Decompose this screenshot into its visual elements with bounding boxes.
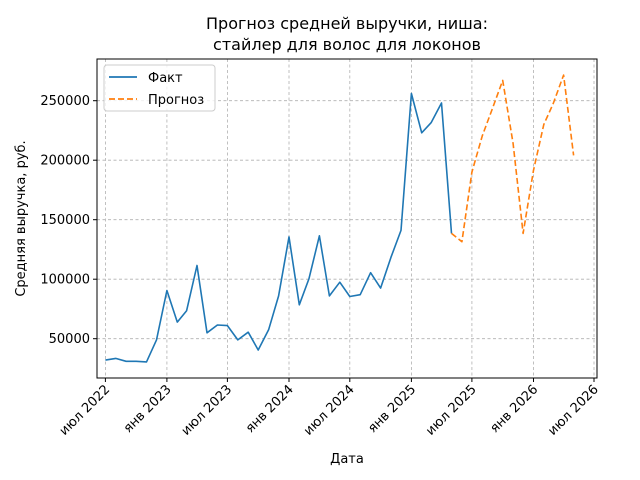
plot-frame [96, 58, 598, 379]
series-line-fact [105, 92, 453, 363]
y-tick-label: 200000 [40, 154, 90, 169]
data-point [562, 74, 564, 76]
data-point [421, 132, 423, 134]
data-point [277, 295, 279, 297]
data-point [543, 123, 545, 125]
data-point [532, 169, 534, 171]
data-point [185, 310, 187, 312]
data-point [450, 232, 452, 234]
x-tick-label: июл 2025 [423, 382, 480, 439]
series-points-forecast [450, 74, 575, 243]
data-point [125, 360, 127, 362]
x-tick-label: июл 2026 [545, 382, 602, 439]
data-point [115, 357, 117, 359]
data-point [145, 361, 147, 363]
data-point [237, 339, 239, 341]
data-point [257, 349, 259, 351]
data-point [155, 339, 157, 341]
x-axis-label: Дата [330, 452, 364, 467]
x-tick-label: янв 2023 [121, 382, 175, 436]
x-tick-label: янв 2026 [487, 382, 541, 436]
x-tick-label: июл 2023 [179, 382, 236, 439]
x-tick-label: июл 2022 [57, 382, 114, 439]
x-tick-label: июл 2024 [301, 382, 358, 439]
data-point [328, 295, 330, 297]
data-point [471, 171, 473, 173]
data-point [104, 359, 106, 361]
x-axis-ticks: июл 2022 янв 2023 июл 2023 янв 2024 июл 2024… [57, 378, 602, 439]
data-point [492, 107, 494, 109]
data-point [196, 264, 198, 266]
data-point [298, 304, 300, 306]
y-tick-label: 150000 [40, 213, 90, 228]
data-point [369, 272, 371, 274]
data-point [552, 102, 554, 104]
data-point [390, 256, 392, 258]
data-point [379, 287, 381, 289]
y-tick-label: 100000 [40, 273, 90, 288]
data-point [430, 122, 432, 124]
data-point [410, 92, 412, 94]
data-point [206, 332, 208, 334]
data-point [247, 331, 249, 333]
data-point [288, 236, 290, 238]
x-tick-label: янв 2025 [365, 382, 419, 436]
data-point [400, 229, 402, 231]
legend: Факт Прогноз [103, 64, 216, 112]
data-point [502, 79, 504, 81]
series-line-forecast [451, 74, 575, 243]
data-point [522, 232, 524, 234]
data-point [512, 142, 514, 144]
data-point [339, 281, 341, 283]
data-point [267, 329, 269, 331]
legend-label-forecast: Прогноз [148, 93, 204, 108]
chart-title-line-2: стайлер для волос для локонов [213, 35, 481, 54]
data-point [572, 154, 574, 156]
x-tick-label: янв 2024 [243, 382, 297, 436]
data-point [359, 294, 361, 296]
y-tick-label: 50000 [49, 332, 90, 347]
data-point [318, 235, 320, 237]
y-tick-label: 250000 [40, 94, 90, 109]
data-point [349, 295, 351, 297]
y-axis-label: Средняя выручка, руб. [14, 140, 29, 296]
chart-title-line-1: Прогноз средней выручки, ниша: [206, 14, 488, 33]
data-point [461, 241, 463, 243]
series-layer [104, 74, 575, 363]
data-point [166, 289, 168, 291]
data-point [135, 360, 137, 362]
y-axis-ticks: 50000 100000 150000 200000 250000 [40, 94, 97, 347]
data-point [216, 324, 218, 326]
legend-label-fact: Факт [148, 71, 183, 86]
data-point [226, 324, 228, 326]
data-point [481, 135, 483, 137]
data-point [308, 277, 310, 279]
data-point [440, 102, 442, 104]
data-point [176, 321, 178, 323]
